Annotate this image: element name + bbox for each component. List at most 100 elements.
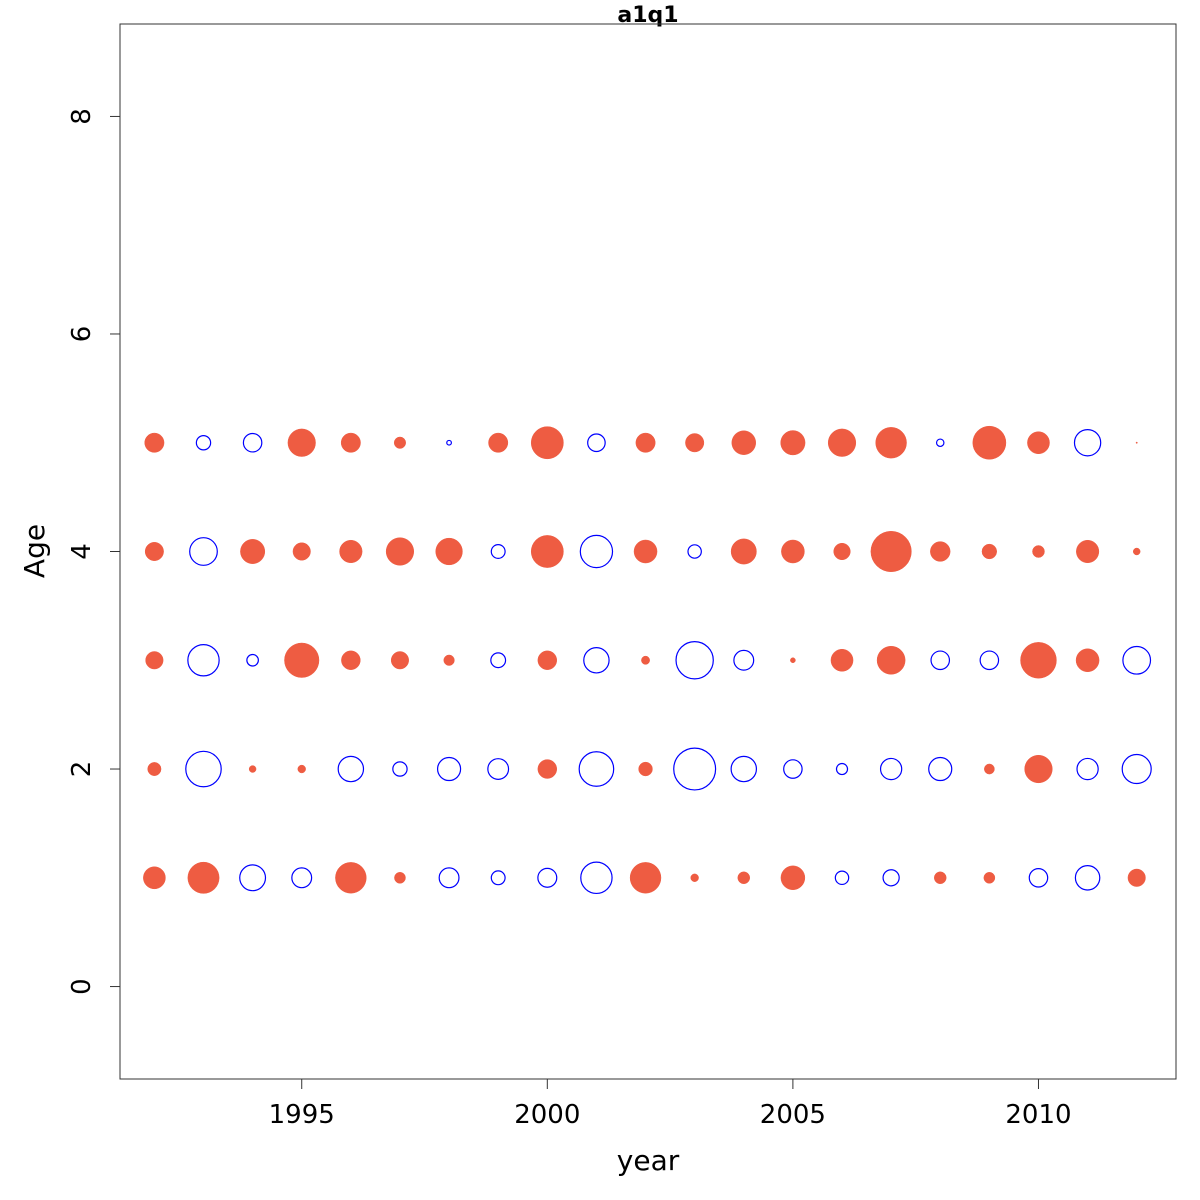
bubble-positive — [340, 432, 361, 453]
bubble-positive — [780, 865, 806, 890]
bubble-positive — [638, 761, 653, 777]
bubble-positive — [635, 432, 656, 453]
bubble-positive — [1133, 547, 1141, 556]
bubble-positive — [488, 432, 509, 453]
bubble-positive — [341, 650, 361, 670]
bubble-negative — [195, 435, 212, 451]
bubble-positive — [629, 862, 662, 894]
x-axis-label: year — [617, 1144, 680, 1177]
bubble-positive — [145, 651, 164, 670]
bubble-negative — [579, 534, 614, 569]
bubble-positive — [984, 763, 995, 775]
x-tick-label: 1995 — [269, 1100, 335, 1130]
bubble-positive — [1027, 431, 1050, 455]
bubble-positive — [730, 538, 757, 565]
y-axis-label: Age — [18, 524, 51, 578]
bubble-positive — [240, 539, 266, 564]
bubble-positive — [144, 542, 164, 561]
bubble-negative — [673, 747, 717, 791]
bubble-positive — [187, 861, 220, 894]
bubble-positive — [1032, 545, 1045, 558]
bubble-positive — [790, 657, 796, 664]
y-tick-label: 0 — [67, 978, 97, 995]
bubble-negative — [930, 650, 951, 671]
bubble-negative — [1122, 645, 1152, 675]
bubble-negative — [578, 751, 615, 787]
bubble-positive — [870, 531, 912, 572]
bubble-negative — [189, 537, 218, 566]
bubble-positive — [443, 654, 455, 666]
y-tick-label: 6 — [67, 326, 97, 343]
bubble-negative — [291, 867, 313, 889]
x-tick-label: 2000 — [514, 1100, 580, 1130]
bubble-negative — [687, 544, 702, 559]
bubble-positive — [930, 541, 951, 562]
bubble-positive — [780, 430, 806, 456]
x-axis: 1995 2000 2005 2010 — [269, 1079, 1072, 1130]
bubble-negative — [783, 759, 803, 779]
bubble-positive — [876, 645, 906, 675]
bubble-negative — [1073, 429, 1102, 457]
y-tick-label: 8 — [67, 108, 97, 125]
bubble-positive — [685, 433, 705, 453]
bubble-negative — [487, 758, 510, 780]
bubble-positive — [690, 873, 699, 882]
bubble-negative — [392, 761, 408, 777]
y-tick-label: 4 — [67, 543, 97, 560]
bubble-positive — [390, 651, 409, 670]
bubble-positive — [1127, 868, 1146, 887]
bubble-positive — [394, 872, 406, 884]
bubble-positive — [287, 428, 316, 457]
bubble-positive — [983, 872, 996, 884]
y-tick-label: 2 — [67, 761, 97, 778]
bubble-positive — [934, 871, 947, 885]
bubble-positive — [339, 539, 363, 564]
bubbles — [143, 425, 1152, 895]
bubble-negative — [1074, 864, 1101, 891]
bubble-positive — [1135, 441, 1138, 444]
bubble-positive — [1075, 648, 1100, 673]
bubble-positive — [284, 642, 320, 678]
bubble-negative — [979, 650, 1000, 671]
bubble-negative — [587, 433, 606, 453]
bubble-negative — [490, 652, 507, 669]
bubble-negative — [928, 756, 953, 782]
bubble-positive — [530, 535, 564, 568]
bubble-negative — [879, 757, 903, 781]
bubble-positive — [1024, 754, 1053, 784]
x-tick-label: 2010 — [1005, 1100, 1071, 1130]
bubble-negative — [835, 762, 849, 776]
bubble-negative — [239, 864, 267, 892]
bubble-positive — [781, 539, 805, 564]
bubble-positive — [1076, 539, 1100, 564]
bubble-positive — [147, 762, 162, 776]
bubble-positive — [385, 537, 415, 566]
bubble-negative — [580, 861, 613, 895]
bubble-negative — [436, 756, 462, 782]
bubble-positive — [297, 764, 306, 774]
bubble-negative — [935, 438, 945, 448]
bubble-positive — [875, 427, 907, 459]
bubble-negative — [246, 653, 259, 667]
bubble-positive — [981, 543, 997, 560]
bubble-negative — [583, 647, 610, 674]
bubble-positive — [827, 428, 857, 457]
bubble-positive — [833, 542, 851, 561]
bubble-negative — [882, 869, 900, 887]
bubble-positive — [292, 542, 311, 561]
bubble-positive — [393, 436, 406, 449]
bubble-positive — [530, 426, 564, 460]
bubble-negative — [730, 755, 758, 783]
x-tick-label: 2005 — [760, 1100, 826, 1130]
bubble-negative — [675, 641, 714, 680]
bubble-positive — [633, 539, 658, 564]
bubble-positive — [1020, 642, 1057, 679]
bubble-negative — [490, 870, 506, 886]
y-axis: 0 2 4 6 8 — [67, 108, 120, 995]
bubble-positive — [641, 655, 650, 665]
bubble-negative — [187, 644, 220, 677]
bubble-positive — [737, 871, 751, 885]
bubble-negative — [1028, 867, 1049, 888]
bubble-positive — [830, 648, 854, 672]
